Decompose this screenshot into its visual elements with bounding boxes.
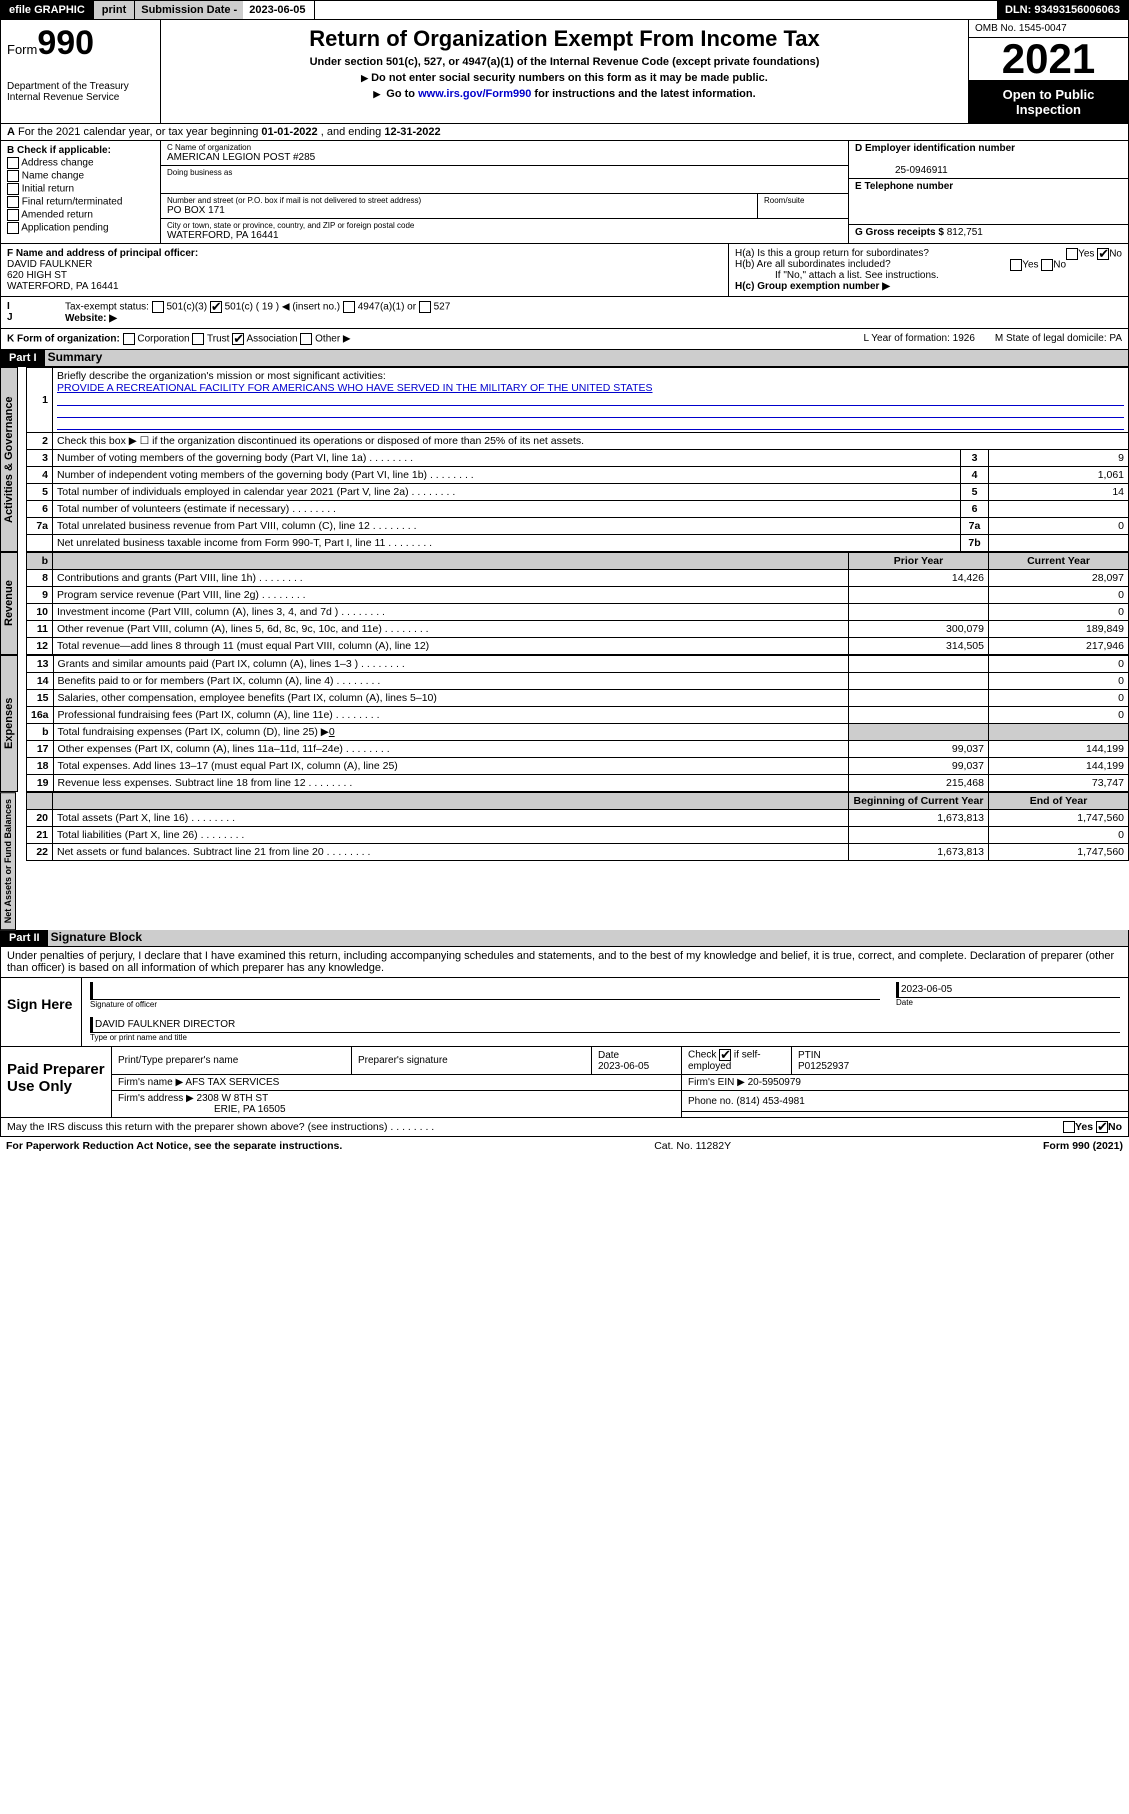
cb-application-pending[interactable]: Application pending bbox=[7, 222, 154, 234]
ein-box: D Employer identification number 25-0946… bbox=[849, 141, 1128, 179]
footer: For Paperwork Reduction Act Notice, see … bbox=[0, 1137, 1129, 1155]
dln: DLN: 93493156006063 bbox=[997, 1, 1128, 19]
preparer-label: Paid Preparer Use Only bbox=[1, 1047, 111, 1117]
section-expenses: Expenses 13Grants and similar amounts pa… bbox=[0, 655, 1129, 792]
cb-final-return[interactable]: Final return/terminated bbox=[7, 196, 154, 208]
room-box: Room/suite bbox=[758, 194, 848, 218]
year-formation: L Year of formation: 1926 bbox=[864, 333, 975, 345]
org-name-box: C Name of organization AMERICAN LEGION P… bbox=[161, 141, 848, 166]
paid-preparer: Paid Preparer Use Only Print/Type prepar… bbox=[0, 1047, 1129, 1118]
top-bar: efile GRAPHIC print Submission Date - 20… bbox=[0, 0, 1129, 20]
efile-badge: efile GRAPHIC bbox=[1, 1, 94, 19]
print-button[interactable]: print bbox=[94, 1, 135, 19]
cb-initial-return[interactable]: Initial return bbox=[7, 183, 154, 195]
header-mid: Return of Organization Exempt From Incom… bbox=[161, 20, 968, 123]
tax-year: 2021 bbox=[969, 38, 1128, 81]
vtab-governance: Activities & Governance bbox=[0, 367, 18, 552]
subtitle-3: Go to www.irs.gov/Form990 for instructio… bbox=[167, 88, 962, 100]
col-c: C Name of organization AMERICAN LEGION P… bbox=[161, 141, 848, 243]
form-title: Return of Organization Exempt From Incom… bbox=[167, 26, 962, 52]
section-netassets: Net Assets or Fund Balances Beginning of… bbox=[0, 792, 1129, 930]
form-number: Form990 bbox=[7, 24, 154, 63]
row-i-j: IJ Tax-exempt status: 501(c)(3) 501(c) (… bbox=[0, 297, 1129, 329]
vtab-netassets: Net Assets or Fund Balances bbox=[0, 792, 16, 930]
officer-box: F Name and address of principal officer:… bbox=[1, 244, 728, 296]
submission-date: Submission Date - 2023-06-05 bbox=[135, 1, 314, 19]
col-d: D Employer identification number 25-0946… bbox=[848, 141, 1128, 243]
dba-box: Doing business as bbox=[161, 166, 848, 194]
street-row: Number and street (or P.O. box if mail i… bbox=[161, 194, 848, 218]
cb-amended-return[interactable]: Amended return bbox=[7, 209, 154, 221]
tel-box: E Telephone number bbox=[849, 179, 1128, 225]
open-inspection: Open to Public Inspection bbox=[969, 81, 1128, 123]
subtitle-2: Do not enter social security numbers on … bbox=[167, 72, 962, 84]
gross-box: G Gross receipts $ 812,751 bbox=[849, 225, 1128, 240]
topbar-spacer bbox=[315, 1, 998, 19]
part1-header: Part I Summary bbox=[0, 350, 1129, 367]
org-grid: B Check if applicable: Address change Na… bbox=[0, 141, 1129, 244]
city-box: City or town, state or province, country… bbox=[161, 218, 848, 243]
row-k: K Form of organization: Corporation Trus… bbox=[0, 329, 1129, 350]
form-header: Form990 Department of the Treasury Inter… bbox=[0, 20, 1129, 124]
sign-here-label: Sign Here bbox=[1, 978, 81, 1046]
submission-date-value: 2023-06-05 bbox=[249, 4, 305, 16]
org-name: AMERICAN LEGION POST #285 bbox=[167, 152, 842, 163]
part2-header: Part II Signature Block bbox=[0, 930, 1129, 947]
row-a: A For the 2021 calendar year, or tax yea… bbox=[0, 124, 1129, 141]
header-right: OMB No. 1545-0047 2021 Open to Public In… bbox=[968, 20, 1128, 123]
state-domicile: M State of legal domicile: PA bbox=[995, 333, 1122, 345]
vtab-revenue: Revenue bbox=[0, 552, 18, 655]
section-governance: Activities & Governance 1 Briefly descri… bbox=[0, 367, 1129, 552]
subtitle-1: Under section 501(c), 527, or 4947(a)(1)… bbox=[167, 56, 962, 68]
col-b: B Check if applicable: Address change Na… bbox=[1, 141, 161, 243]
section-revenue: Revenue bPrior YearCurrent Year 8Contrib… bbox=[0, 552, 1129, 655]
discuss-row: May the IRS discuss this return with the… bbox=[0, 1118, 1129, 1137]
sig-declaration: Under penalties of perjury, I declare th… bbox=[0, 947, 1129, 978]
vtab-expenses: Expenses bbox=[0, 655, 18, 792]
dept-label: Department of the Treasury Internal Reve… bbox=[7, 81, 154, 103]
b-label: B Check if applicable: bbox=[7, 145, 111, 156]
h-box: H(a) Is this a group return for subordin… bbox=[728, 244, 1128, 296]
cb-name-change[interactable]: Name change bbox=[7, 170, 154, 182]
header-left: Form990 Department of the Treasury Inter… bbox=[1, 20, 161, 123]
cb-address-change[interactable]: Address change bbox=[7, 157, 154, 169]
street-box: Number and street (or P.O. box if mail i… bbox=[161, 194, 758, 218]
irs-link[interactable]: www.irs.gov/Form990 bbox=[418, 88, 531, 100]
row-f-h: F Name and address of principal officer:… bbox=[0, 244, 1129, 297]
sign-here: Sign Here Signature of officer 2023-06-0… bbox=[0, 978, 1129, 1047]
submission-date-label: Submission Date - bbox=[135, 1, 243, 19]
